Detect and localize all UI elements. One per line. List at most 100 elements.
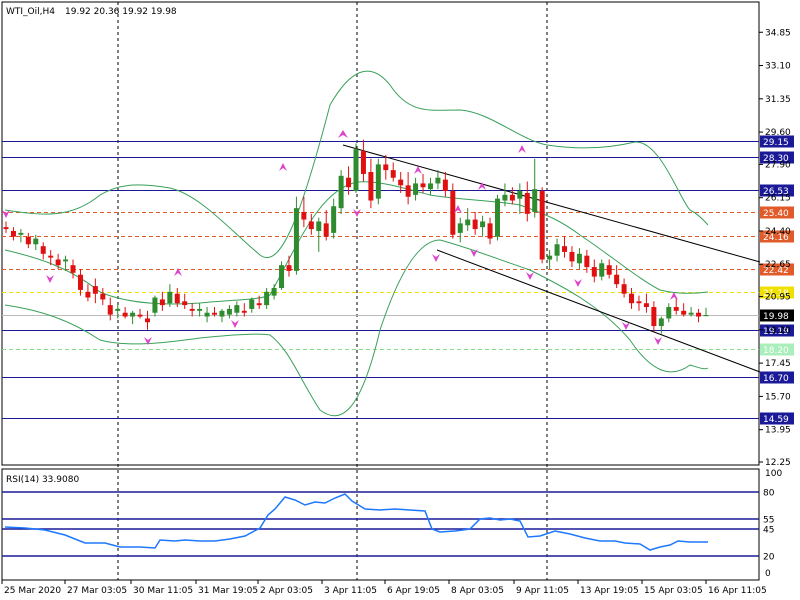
price-tick-label: 20.95 bbox=[765, 293, 791, 303]
level-price-box bbox=[760, 324, 794, 337]
fractal-down-marker bbox=[526, 272, 534, 280]
bull-candle bbox=[130, 310, 136, 325]
price-tick-label: 24.40 bbox=[765, 227, 791, 237]
candle-body bbox=[353, 149, 359, 192]
bear-candle bbox=[539, 187, 545, 264]
bear-candle bbox=[472, 211, 478, 235]
bull-candle bbox=[703, 307, 709, 317]
candle-body bbox=[3, 227, 9, 230]
main-chart-frame[interactable] bbox=[1, 1, 760, 466]
candle-body bbox=[308, 221, 314, 230]
bull-candle bbox=[427, 177, 433, 195]
bear-candle bbox=[70, 259, 76, 279]
bull-candle bbox=[465, 208, 471, 231]
rsi-line bbox=[4, 493, 708, 551]
bull-candle bbox=[494, 194, 500, 241]
bull-candle bbox=[353, 143, 359, 193]
bear-candle bbox=[144, 310, 150, 330]
level-price-label: 18.20 bbox=[763, 346, 789, 356]
candle-body bbox=[651, 307, 657, 327]
bear-candle bbox=[241, 303, 247, 317]
candle-body bbox=[435, 177, 441, 184]
candle-body bbox=[323, 223, 329, 237]
candle-body bbox=[576, 253, 582, 264]
candle-body bbox=[539, 191, 545, 260]
candle-body bbox=[509, 194, 515, 201]
bull-candle bbox=[167, 284, 173, 308]
trend-channel bbox=[342, 144, 761, 373]
bear-candle bbox=[562, 236, 568, 258]
candle-body bbox=[427, 183, 433, 190]
rsi-axis-max: 100 bbox=[765, 469, 782, 479]
candle-body bbox=[420, 183, 426, 188]
candle-body bbox=[629, 293, 635, 304]
bear-candle bbox=[85, 284, 91, 302]
fractal-markers bbox=[2, 130, 678, 345]
fractal-down-marker bbox=[622, 322, 630, 330]
fractal-up-marker bbox=[174, 268, 182, 276]
bear-candle bbox=[256, 295, 262, 309]
candle-body bbox=[599, 263, 605, 277]
bear-candle bbox=[323, 210, 329, 241]
level-price-label: 24.16 bbox=[763, 233, 789, 243]
level-price-label: 19.98 bbox=[763, 312, 789, 322]
bull-candle bbox=[204, 307, 210, 323]
candle-body bbox=[286, 265, 292, 271]
bear-candle bbox=[524, 181, 530, 222]
candle-body bbox=[413, 183, 419, 195]
bear-candle bbox=[77, 268, 83, 296]
ohlc-values: 19.92 20.36 19.92 19.98 bbox=[65, 7, 177, 17]
candle-body bbox=[226, 308, 232, 315]
rsi-level-lines bbox=[2, 491, 759, 557]
level-price-box bbox=[760, 184, 794, 197]
bear-candle bbox=[182, 293, 188, 309]
candle-body bbox=[643, 303, 649, 308]
bear-candle bbox=[25, 232, 31, 249]
candle-body bbox=[547, 255, 553, 260]
candle-body bbox=[264, 291, 270, 306]
candle-body bbox=[480, 221, 486, 228]
candle-body bbox=[25, 236, 31, 245]
level-price-box bbox=[760, 263, 794, 276]
rsi-panel-frame[interactable] bbox=[1, 468, 760, 581]
bull-candle bbox=[517, 183, 523, 214]
candle-body bbox=[144, 318, 150, 323]
price-tick-label: 15.70 bbox=[765, 392, 791, 402]
bear-candle bbox=[100, 288, 106, 306]
price-tick-label: 31.35 bbox=[765, 95, 791, 105]
bull-candle bbox=[331, 198, 337, 239]
candle-body bbox=[457, 223, 463, 233]
candle-body bbox=[197, 308, 203, 311]
candle-body bbox=[271, 288, 277, 296]
bull-candle bbox=[457, 217, 463, 243]
candle-body bbox=[92, 286, 98, 294]
channel-upper-line bbox=[342, 144, 761, 263]
level-price-box bbox=[760, 412, 794, 425]
level-price-box bbox=[760, 309, 794, 322]
candle-body bbox=[681, 310, 687, 315]
time-tick-label: 13 Apr 19:05 bbox=[580, 586, 639, 596]
bull-candle bbox=[658, 316, 664, 334]
bull-candle bbox=[502, 183, 508, 207]
price-tick-label: 13.95 bbox=[765, 426, 791, 436]
candle-body bbox=[703, 315, 709, 317]
time-tick-label: 31 Mar 19:05 bbox=[198, 586, 258, 596]
bear-candle bbox=[405, 172, 411, 205]
price-tick-label: 27.90 bbox=[765, 160, 791, 170]
time-tick-label: 6 Apr 19:05 bbox=[387, 586, 440, 596]
price-tick-label: 17.45 bbox=[765, 359, 791, 369]
price-tick-label: 33.10 bbox=[765, 62, 791, 72]
bear-candle bbox=[346, 166, 352, 195]
fractal-up-marker bbox=[338, 130, 348, 138]
bear-candle bbox=[40, 242, 46, 260]
candle-body bbox=[569, 251, 575, 262]
bear-candle bbox=[301, 196, 307, 228]
bollinger-bands bbox=[4, 70, 709, 417]
candle-body bbox=[621, 284, 627, 294]
candle-body bbox=[63, 259, 69, 262]
bear-candle bbox=[398, 172, 404, 193]
bear-candle bbox=[10, 227, 16, 241]
bull-candle bbox=[264, 288, 270, 309]
